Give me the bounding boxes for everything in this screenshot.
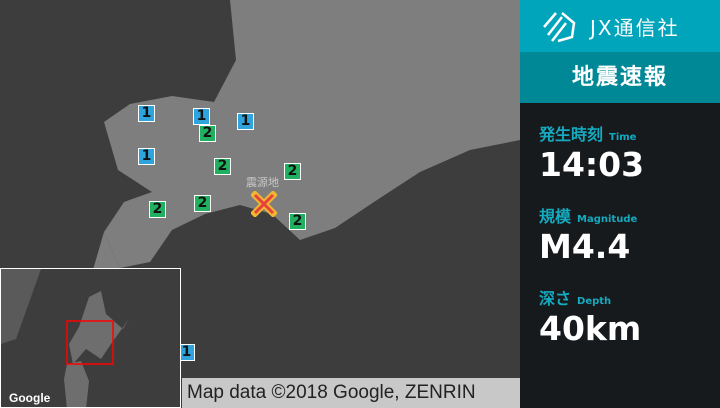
epicenter-label: 震源地	[246, 176, 279, 189]
time-value: 14:03	[539, 145, 645, 184]
depth-label-en: Depth	[577, 296, 612, 307]
intensity-marker-1[interactable]: 1	[138, 105, 155, 122]
map-attribution: Map data ©2018 Google, ZENRIN	[182, 378, 520, 408]
inset-land	[1, 269, 129, 407]
epicenter-x-icon[interactable]	[251, 191, 277, 217]
magnitude-section: 規模 Magnitude M4.4	[520, 203, 720, 267]
intensity-marker-2[interactable]: 2	[289, 213, 306, 230]
brand-header: JX通信社	[520, 0, 720, 52]
intensity-marker-1[interactable]: 1	[138, 148, 155, 165]
google-logo: Google	[9, 391, 51, 405]
brand-name: JX通信社	[590, 15, 680, 40]
overview-inset-map[interactable]: Google	[0, 268, 181, 408]
intensity-marker-2[interactable]: 2	[194, 195, 211, 212]
info-panel: JX通信社 地震速報 発生時刻 Time 14:03 規模 Magnitude M4…	[520, 0, 720, 408]
inset-region-box	[66, 320, 114, 365]
magnitude-label-en: Magnitude	[577, 214, 638, 225]
time-section: 発生時刻 Time 14:03	[520, 121, 720, 185]
magnitude-value: M4.4	[539, 227, 631, 266]
intensity-marker-1[interactable]: 1	[193, 108, 210, 125]
report-title: 地震速報	[520, 52, 720, 103]
depth-label: 深さ	[539, 289, 572, 308]
intensity-marker-2[interactable]: 2	[284, 163, 301, 180]
time-label: 発生時刻	[539, 125, 604, 144]
intensity-marker-2[interactable]: 2	[214, 158, 231, 175]
depth-value: 40km	[539, 309, 642, 348]
intensity-marker-2[interactable]: 2	[149, 201, 166, 218]
jx-logo-icon	[543, 12, 576, 43]
magnitude-label: 規模	[539, 207, 572, 226]
time-label-en: Time	[609, 132, 637, 143]
intensity-marker-1[interactable]: 1	[237, 113, 254, 130]
map[interactable]: 1 1 1 1 1 2 2 2 2 2 2 震源地 Google Map dat…	[0, 0, 520, 408]
depth-section: 深さ Depth 40km	[520, 285, 720, 349]
intensity-marker-2[interactable]: 2	[199, 125, 216, 142]
